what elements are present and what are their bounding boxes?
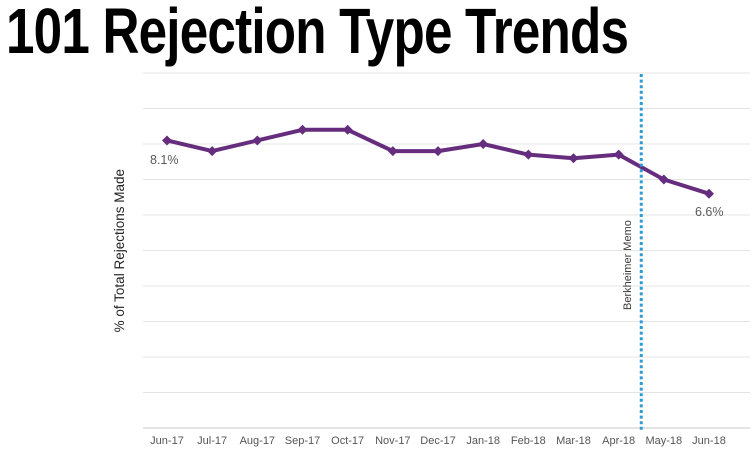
y-axis-title: % of Total Rejections Made bbox=[108, 73, 130, 428]
x-axis-tick-label: Jun-18 bbox=[692, 435, 726, 447]
data-point-marker bbox=[342, 124, 353, 135]
data-point-marker bbox=[433, 146, 443, 157]
x-axis-tick-label: Jun-17 bbox=[150, 435, 184, 447]
data-point-marker bbox=[478, 139, 489, 149]
data-point-marker bbox=[658, 174, 669, 185]
data-point-marker bbox=[252, 135, 263, 146]
data-point-marker bbox=[568, 153, 579, 164]
x-axis-tick-label: Mar-18 bbox=[556, 435, 591, 447]
data-point-marker bbox=[387, 146, 398, 157]
x-axis-tick-label: Apr-18 bbox=[602, 435, 635, 447]
data-point-marker bbox=[613, 149, 624, 160]
x-axis-tick-label: Jan-18 bbox=[466, 435, 500, 447]
x-axis-tick-label: Feb-18 bbox=[511, 435, 546, 447]
x-axis-tick-label: May-18 bbox=[645, 435, 682, 447]
data-point-marker bbox=[297, 124, 308, 135]
data-point-marker bbox=[704, 188, 714, 199]
x-axis-tick-label: Oct-17 bbox=[331, 435, 364, 447]
x-axis-tick-label: Sep-17 bbox=[285, 435, 320, 447]
x-axis-tick-label: Dec-17 bbox=[420, 435, 455, 447]
data-point-marker bbox=[207, 146, 218, 157]
x-axis-tick-label: Aug-17 bbox=[240, 435, 275, 447]
reference-line-label-text: Berkheimer Memo bbox=[622, 220, 634, 310]
data-point-marker bbox=[523, 149, 534, 160]
data-label-first-point: 8.1% bbox=[150, 153, 179, 167]
data-label-last-point: 6.6% bbox=[695, 205, 724, 219]
page-title: 101 Rejection Type Trends bbox=[6, 0, 629, 67]
data-point-marker bbox=[162, 135, 172, 146]
reference-line-label: Berkheimer Memo bbox=[622, 210, 639, 310]
y-axis-title-text: % of Total Rejections Made bbox=[111, 168, 127, 333]
x-axis-tick-label: Nov-17 bbox=[375, 435, 410, 447]
trend-line bbox=[165, 127, 711, 196]
x-axis-tick-label: Jul-17 bbox=[197, 435, 227, 447]
